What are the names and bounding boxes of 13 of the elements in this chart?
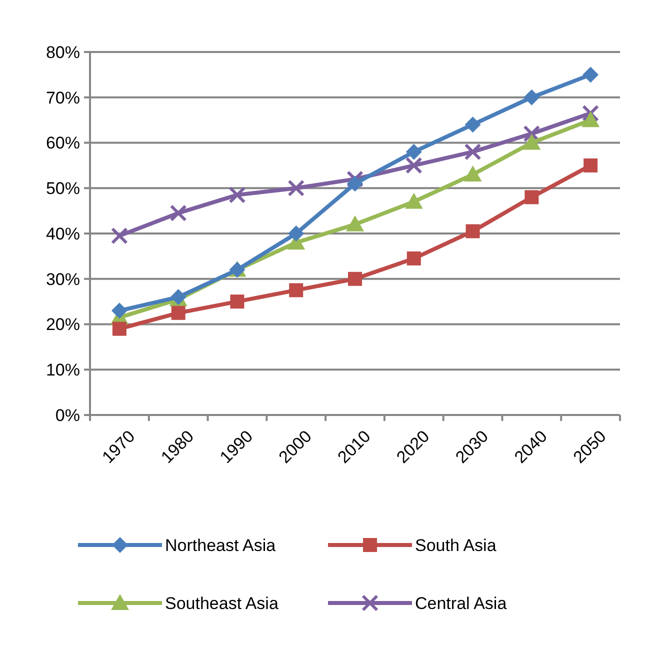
y-tick-label: 80% [46,42,80,62]
y-tick-label: 10% [46,360,80,380]
y-tick-label: 30% [46,270,80,289]
y-tick-label: 40% [46,224,80,244]
legend-label: Southeast Asia [165,594,279,613]
legend-label: Northeast Asia [165,536,276,555]
y-tick-label: 70% [46,88,80,108]
legend-label: Central Asia [415,594,508,613]
y-tick-label: 0% [55,406,80,425]
y-tick-label: 20% [46,315,80,334]
y-tick-label: 60% [46,134,80,153]
legend-label: South Asia [415,536,497,555]
y-tick-label: 50% [46,179,80,198]
